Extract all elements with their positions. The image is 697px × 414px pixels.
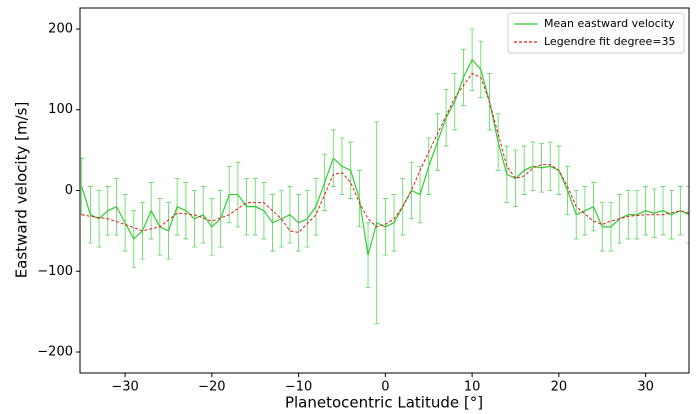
x-tick-label: −20 [198, 380, 225, 395]
x-axis-label: Planetocentric Latitude [°] [285, 394, 483, 412]
series-line [81, 72, 689, 234]
x-tick-label: −30 [111, 380, 138, 395]
legend-box [507, 12, 685, 54]
y-tick-label: 100 [48, 102, 73, 117]
plot [80, 28, 689, 325]
legend-label: Legendre fit degree=35 [544, 35, 675, 48]
x-tick-label: 0 [381, 380, 389, 395]
y-tick-label: −200 [37, 345, 73, 360]
y-tick-label: 200 [48, 21, 73, 36]
x-tick-label: 10 [464, 380, 481, 395]
y-tick-label: −100 [37, 264, 73, 279]
x-tick-label: 30 [637, 380, 654, 395]
y-tick-label: 0 [65, 183, 73, 198]
y-axis-label: Eastward velocity [m/s] [13, 102, 31, 279]
x-tick-label: 20 [551, 380, 568, 395]
series-line [81, 58, 689, 256]
x-tick-label: −10 [285, 380, 312, 395]
error-bar [686, 186, 689, 244]
plot-frame [79, 7, 690, 374]
legend-label: Mean eastward velocity [544, 17, 675, 30]
